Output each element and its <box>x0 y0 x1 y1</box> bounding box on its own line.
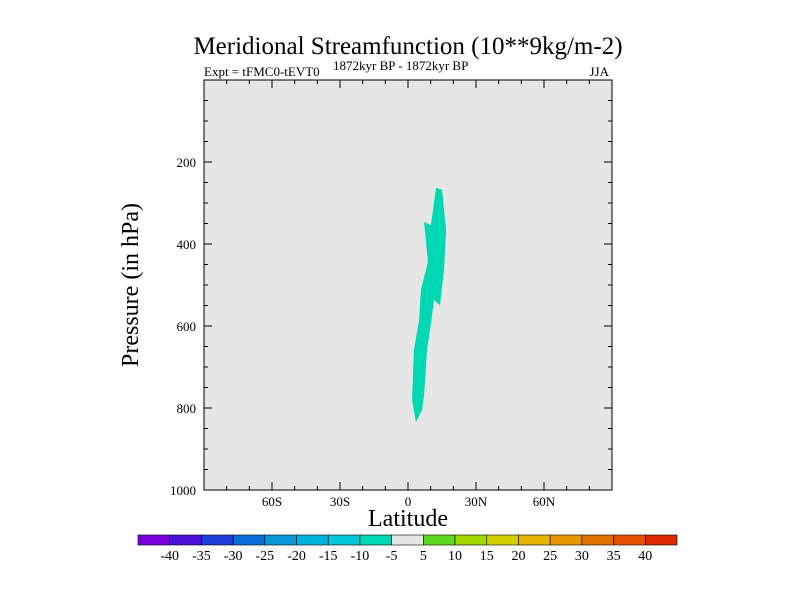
colorbar-label: 10 <box>448 549 462 564</box>
colorbar-swatch <box>264 534 297 546</box>
colorbar-swatch <box>201 534 234 546</box>
x-tick-label: 0 <box>405 494 412 509</box>
colorbar-swatch <box>454 534 488 546</box>
x-tick-label: 60N <box>533 494 556 509</box>
y-axis-label: Pressure (in hPa) <box>118 203 144 367</box>
y-tick-label: 800 <box>177 401 197 416</box>
colorbar-swatch <box>423 534 456 546</box>
colorbar-label: -35 <box>192 549 211 564</box>
colorbar-swatch <box>486 534 519 546</box>
colorbar-label: -40 <box>160 549 179 564</box>
colorbar-swatch <box>518 534 551 546</box>
colorbar-swatch <box>232 534 266 546</box>
y-tick-label: 400 <box>177 237 197 252</box>
subtitle-right: JJA <box>589 64 609 79</box>
colorbar-swatch <box>644 534 678 546</box>
colorbar-label: -30 <box>224 549 243 564</box>
colorbar-swatch <box>549 534 583 546</box>
colorbar-label: 35 <box>607 549 621 564</box>
colorbar-label: -20 <box>287 549 306 564</box>
colorbar-label: -25 <box>255 549 274 564</box>
colorbar-label: -10 <box>351 549 370 564</box>
colorbar-label: 20 <box>511 549 525 564</box>
plot-area <box>204 80 612 490</box>
colorbar-swatch <box>137 534 171 546</box>
colorbar-swatch <box>581 534 614 546</box>
chart-title: Meridional Streamfunction (10**9kg/m-2) <box>193 33 622 60</box>
streamfunction-region <box>412 187 447 422</box>
colorbar-label: 25 <box>543 549 557 564</box>
x-tick-label: 30S <box>330 494 350 509</box>
colorbar-swatch <box>169 534 202 546</box>
colorbar-label: 40 <box>638 549 652 564</box>
colorbar-swatch <box>359 534 392 546</box>
colorbar-label: -15 <box>319 549 338 564</box>
y-tick-label: 600 <box>177 319 197 334</box>
colorbar-swatch <box>327 534 361 546</box>
x-tick-label: 60S <box>262 494 282 509</box>
colorbar-swatch <box>296 534 329 546</box>
colorbar-swatch <box>391 534 424 546</box>
subtitle-center: 1872kyr BP - 1872kyr BP <box>333 58 468 73</box>
x-tick-label: 30N <box>465 494 488 509</box>
colorbar-label: 30 <box>575 549 589 564</box>
colorbar-label: 5 <box>420 549 427 564</box>
colorbar-swatch <box>613 534 646 546</box>
x-axis-label: Latitude <box>368 506 448 532</box>
colorbar-label: 15 <box>480 549 494 564</box>
y-tick-label: 200 <box>177 155 197 170</box>
y-tick-label: 1000 <box>170 483 196 498</box>
colorbar-label: -5 <box>386 549 398 564</box>
subtitle-left: Expt = tFMC0-tEVT0 <box>204 64 320 79</box>
